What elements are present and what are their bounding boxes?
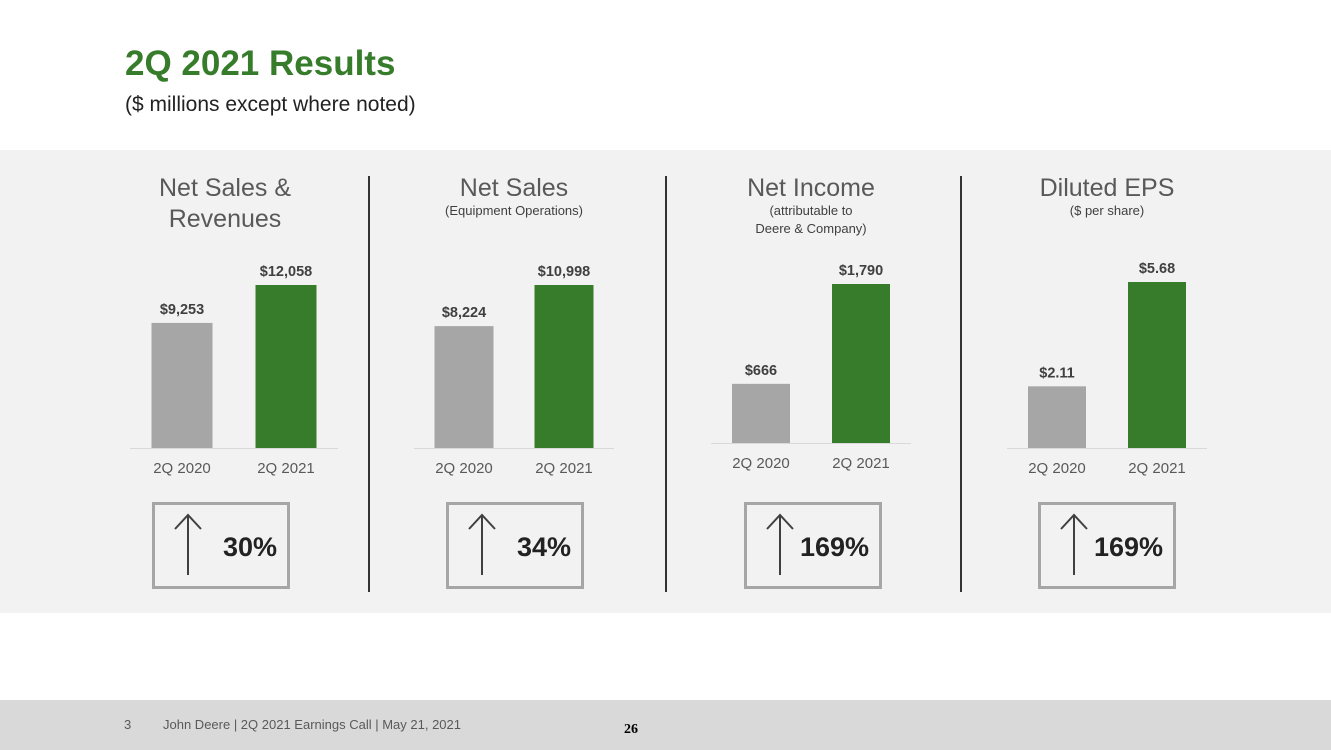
chart-net-income: Net Income (attributable to Deere & Comp… <box>666 150 956 613</box>
chart-title: Revenues <box>168 205 282 233</box>
bar-value-label: $9,253 <box>160 302 204 318</box>
change-value: 30% <box>222 532 277 562</box>
up-arrow-icon <box>1060 513 1088 575</box>
chart-divider <box>960 176 962 592</box>
chart-title: Diluted EPS <box>1039 174 1175 202</box>
bar-plot: $9,253 2Q 2020 $12,058 2Q 2021 <box>130 264 338 477</box>
chart-net-sales: Net Sales (Equipment Operations) $8,224 2… <box>369 150 659 613</box>
x-tick-label: 2Q 2021 <box>832 455 890 472</box>
bar <box>534 285 594 448</box>
chart-subtitle: (attributable to <box>769 203 853 218</box>
bar-value-label: $8,224 <box>442 305 486 321</box>
chart-title: Net Sales & <box>158 174 291 202</box>
footer-text: John Deere | 2Q 2021 Earnings Call | May… <box>163 717 461 732</box>
bar <box>1028 386 1086 448</box>
change-value: 169% <box>799 532 869 562</box>
x-tick-label: 2Q 2020 <box>435 460 493 477</box>
x-tick-label: 2Q 2020 <box>1028 460 1086 477</box>
up-arrow-icon <box>468 513 496 575</box>
page-title: 2Q 2021 Results <box>125 44 396 83</box>
x-tick-label: 2Q 2021 <box>535 460 593 477</box>
footer: 3 John Deere | 2Q 2021 Earnings Call | M… <box>0 700 1331 750</box>
up-arrow-icon <box>766 513 794 575</box>
bar-plot: $2.11 2Q 2020 $5.68 2Q 2021 <box>1007 261 1207 477</box>
change-box: 30% <box>152 502 290 589</box>
slide-number: 3 <box>124 717 132 732</box>
bar <box>832 284 890 443</box>
change-box: 169% <box>1038 502 1176 589</box>
page-number: 26 <box>624 722 638 737</box>
bar <box>151 322 213 448</box>
chart-net-sales-revenues: Net Sales & Revenues $9,253 2Q 2020 $12,05… <box>80 150 370 613</box>
chart-diluted-eps: Diluted EPS ($ per share) $2.11 2Q 2020 $5… <box>962 150 1252 613</box>
change-value: 34% <box>516 532 571 562</box>
bar <box>732 383 790 443</box>
bar-value-label: $1,790 <box>839 263 883 279</box>
chart-title: Net Sales <box>459 174 569 202</box>
bar-value-label: $5.68 <box>1139 261 1175 277</box>
bar <box>255 285 317 448</box>
x-tick-label: 2Q 2021 <box>257 460 315 477</box>
page-subtitle: ($ millions except where noted) <box>125 93 416 116</box>
chart-subtitle: ($ per share) <box>1069 203 1145 218</box>
x-tick-label: 2Q 2020 <box>153 460 211 477</box>
x-tick-label: 2Q 2020 <box>732 455 790 472</box>
bar-plot: $8,224 2Q 2020 $10,998 2Q 2021 <box>414 264 614 477</box>
bar-value-label: $666 <box>745 363 777 379</box>
chart-subtitle: (Equipment Operations) <box>444 203 583 218</box>
bar-value-label: $10,998 <box>538 264 590 280</box>
change-box: 34% <box>446 502 584 589</box>
chart-title: Net Income <box>747 174 875 202</box>
up-arrow-icon <box>174 513 202 575</box>
change-box: 169% <box>744 502 882 589</box>
bar-plot: $666 2Q 2020 $1,790 2Q 2021 <box>711 263 911 472</box>
x-tick-label: 2Q 2021 <box>1128 460 1186 477</box>
bar-value-label: $2.11 <box>1039 365 1075 381</box>
chart-subtitle: Deere & Company) <box>755 221 867 236</box>
chart-divider <box>368 176 370 592</box>
bar-value-label: $12,058 <box>260 264 312 280</box>
chart-divider <box>665 176 667 592</box>
change-value: 169% <box>1093 532 1163 562</box>
bar <box>434 326 494 448</box>
bar <box>1128 282 1186 448</box>
